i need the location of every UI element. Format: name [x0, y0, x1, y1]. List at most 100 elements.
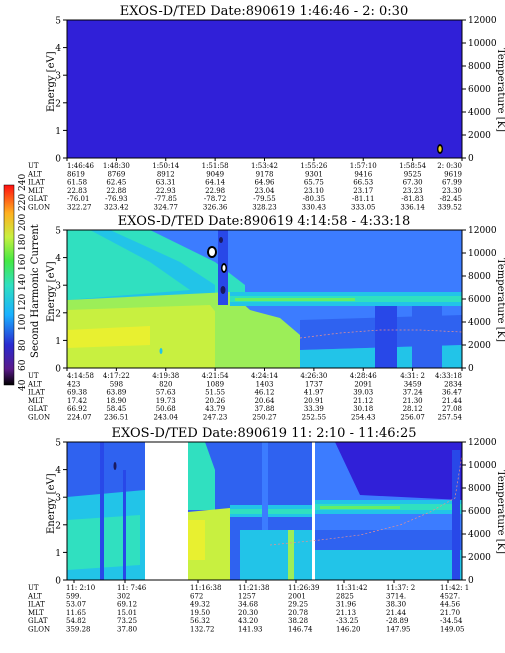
panel-1-heatmap: [67, 20, 462, 158]
ephemeris-value: -82.45: [440, 195, 462, 203]
ephemeris-value: 2091: [354, 380, 372, 388]
y2-tick-label: 6000: [468, 507, 491, 517]
ephemeris-value: -79.55: [253, 195, 275, 203]
ephemeris-label: MLT: [28, 609, 44, 617]
ephemeris-value: 21.44: [442, 397, 463, 405]
ephemeris-value: 256.07: [400, 414, 425, 422]
ephemeris-value: 37.24: [403, 389, 424, 397]
ephemeris-value: -33.25: [336, 617, 358, 625]
ephemeris-value: 22.88: [106, 187, 126, 195]
y2-tick-label: 8000: [468, 272, 491, 282]
ephemeris-label: ALT: [27, 592, 42, 600]
ephemeris-value: 247.23: [203, 414, 228, 422]
y2-tick-label: 4000: [468, 108, 491, 118]
temperature-trace: [299, 329, 462, 339]
ephemeris-value: 21.13: [336, 609, 356, 617]
data-gap: [145, 442, 188, 580]
ephemeris-value: 64.96: [254, 179, 275, 187]
ephemeris-value: 2834: [444, 380, 462, 388]
y2-tick-label: 2000: [468, 341, 491, 351]
ephemeris-value: 31.96: [336, 601, 357, 609]
ephemeris-value: 21.12: [353, 397, 373, 405]
ephemeris-value: -76.93: [105, 195, 127, 203]
ephemeris-value: 339.52: [438, 204, 463, 212]
ephemeris-value: 34.68: [238, 601, 258, 609]
ephemeris-value: 3459: [404, 380, 422, 388]
panel-2-title: EXOS-D/TED Date:890619 4:14:58 - 4:33:18: [118, 214, 411, 229]
ephemeris-value: 19.50: [190, 609, 210, 617]
ephemeris-value: 4:26:30: [300, 372, 327, 380]
ephemeris-value: 20.30: [238, 609, 258, 617]
ephemeris-value: 302: [117, 592, 130, 600]
ephemeris-value: 22.98: [205, 187, 225, 195]
temperature-trace: [269, 454, 462, 546]
ephemeris-value: -76.01: [67, 195, 89, 203]
y-tick-label: 4: [55, 466, 61, 476]
ephemeris-value: -28.89: [386, 617, 408, 625]
ephemeris-value: 11.65: [66, 609, 86, 617]
ephemeris-value: 326.36: [203, 204, 228, 212]
energy-region: [67, 326, 150, 348]
ephemeris-value: 41.97: [304, 389, 324, 397]
ephemeris-value: 18.90: [106, 397, 126, 405]
energy-region: [375, 306, 397, 368]
ephemeris-value: -77.85: [155, 195, 177, 203]
ephemeris-value: 1089: [206, 380, 224, 388]
ephemeris-value: 359.28: [66, 626, 91, 634]
ephemeris-value: 65.75: [304, 179, 324, 187]
ephemeris-value: 20.26: [205, 397, 226, 405]
y2-tick-label: 4000: [468, 318, 491, 328]
y2-tick-label: 2000: [468, 553, 491, 563]
ephemeris-value: 146.20: [336, 626, 361, 634]
ephemeris-value: 2825: [336, 592, 354, 600]
ephemeris-value: 57.63: [156, 389, 176, 397]
ephemeris-value: -81.11: [352, 195, 374, 203]
panel-3-ylabel: Energy [eV]: [46, 473, 57, 534]
ephemeris-value: 2: 0:30: [437, 162, 462, 170]
intensity-blob: [209, 248, 215, 256]
panel-1-ylabel: Energy [eV]: [46, 51, 57, 112]
y2-tick-label: 12000: [468, 16, 497, 26]
ephemeris-value: 1:50:14: [152, 162, 180, 170]
ephemeris-value: 257.54: [438, 414, 463, 422]
ephemeris-value: 11:37: 2: [386, 584, 415, 592]
energy-region: [100, 442, 104, 580]
panel-2-heatmap: [67, 230, 462, 368]
ephemeris-value: 17.42: [67, 397, 87, 405]
ephemeris-value: 423: [67, 380, 80, 388]
ephemeris-value: 1:57:10: [350, 162, 377, 170]
ephemeris-value: 11:21:38: [238, 584, 269, 592]
y-tick-label: 0: [55, 365, 61, 375]
ephemeris-value: 50.68: [156, 405, 176, 413]
colorbar-tick-label: 240: [18, 174, 28, 191]
ephemeris-value: 252.55: [302, 414, 327, 422]
colorbar-title: Second Harmonic Current: [30, 224, 41, 358]
ephemeris-label: UT: [28, 162, 39, 170]
y2-tick-label: 0: [468, 576, 474, 586]
intensity-blob: [222, 265, 226, 271]
ephemeris-label: GLON: [28, 626, 50, 634]
ephemeris-value: 39.03: [353, 389, 373, 397]
energy-region: [240, 530, 312, 580]
ephemeris-value: 4:28:46: [350, 372, 378, 380]
colorbar: 40 60 80 100 120 140 160 180 200 220 240 Second Ha…: [3, 174, 41, 391]
energy-region: [123, 470, 126, 580]
ephemeris-value: 33.39: [304, 405, 324, 413]
ephemeris-value: 62.45: [106, 179, 126, 187]
ephemeris-value: 4:19:38: [152, 372, 179, 380]
ephemeris-value: 54.82: [66, 617, 86, 625]
colorbar-tick-label: 120: [18, 294, 28, 311]
y2-tick-label: 6000: [468, 295, 491, 305]
ephemeris-label: UT: [28, 584, 39, 592]
ephemeris-value: 63.89: [106, 389, 126, 397]
y2-tick-label: 12000: [468, 438, 497, 448]
ephemeris-value: 224.07: [67, 414, 92, 422]
ephemeris-value: 28.12: [403, 405, 423, 413]
ephemeris-value: 147.95: [386, 626, 411, 634]
ephemeris-value: 1:48:30: [103, 162, 130, 170]
y-tick-label: 0: [55, 155, 61, 165]
ephemeris-value: 29.25: [288, 601, 308, 609]
y-tick-label: 4: [55, 44, 61, 54]
ephemeris-value: 11: 7:46: [117, 584, 147, 592]
ephemeris-value: 9416: [354, 170, 372, 178]
